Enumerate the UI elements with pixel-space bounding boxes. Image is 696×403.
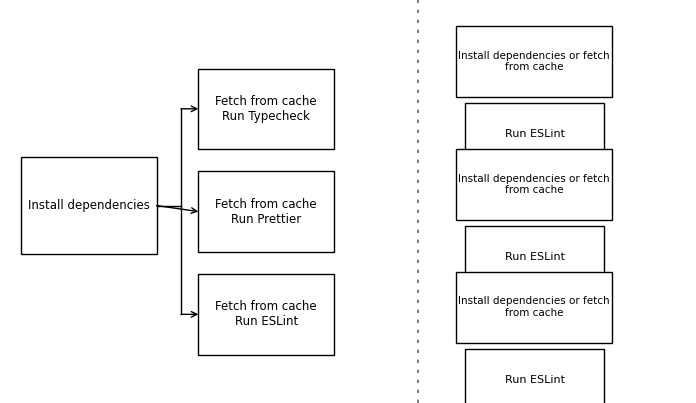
Text: Install dependencies: Install dependencies [28,199,150,212]
Text: Install dependencies or fetch
from cache: Install dependencies or fetch from cache [459,297,610,318]
Text: Install dependencies or fetch
from cache: Install dependencies or fetch from cache [459,174,610,195]
FancyBboxPatch shape [198,274,334,355]
FancyBboxPatch shape [198,69,334,149]
FancyBboxPatch shape [465,226,604,288]
Text: Install dependencies or fetch
from cache: Install dependencies or fetch from cache [459,51,610,72]
Text: Fetch from cache
Run ESLint: Fetch from cache Run ESLint [215,300,317,328]
FancyBboxPatch shape [198,171,334,252]
FancyBboxPatch shape [21,157,157,254]
FancyBboxPatch shape [465,349,604,403]
Text: Fetch from cache
Run Prettier: Fetch from cache Run Prettier [215,197,317,226]
Text: Run ESLint: Run ESLint [505,129,564,139]
FancyBboxPatch shape [456,272,612,343]
Text: Fetch from cache
Run Typecheck: Fetch from cache Run Typecheck [215,95,317,123]
FancyBboxPatch shape [465,103,604,165]
Text: Run ESLint: Run ESLint [505,375,564,385]
Text: Run ESLint: Run ESLint [505,252,564,262]
FancyBboxPatch shape [456,26,612,97]
FancyBboxPatch shape [456,149,612,220]
